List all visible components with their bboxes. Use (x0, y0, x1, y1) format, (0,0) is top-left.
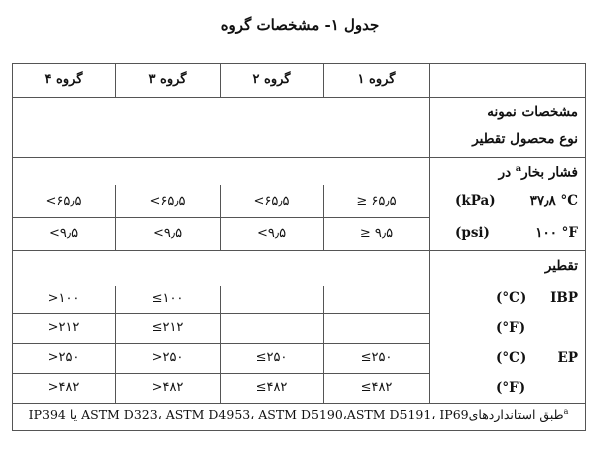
unit-f: (°F) (496, 320, 526, 336)
divider (115, 185, 116, 250)
unit-f: (°F) (496, 380, 526, 396)
cell: ≥ ۶۵٫۵ (356, 194, 397, 209)
psi-temp: ۱۰۰ °F (535, 225, 578, 241)
product-type-label: نوع محصول تقطیر (472, 131, 578, 147)
border (585, 63, 586, 431)
cell: >۴۸۲ (151, 380, 184, 395)
divider (429, 63, 430, 403)
kpa-unit: (kPa) (455, 193, 496, 209)
border (12, 430, 586, 431)
distillation-label: تقطیر (544, 258, 578, 274)
divider (220, 63, 221, 97)
psi-unit: (psi) (455, 225, 490, 241)
divider (12, 250, 586, 251)
header-group-2: گروه ۲ (252, 72, 291, 87)
divider (115, 286, 116, 403)
divider (12, 343, 430, 344)
unit-c: (°C) (496, 290, 527, 306)
cell: <۶۵٫۵ (149, 194, 186, 209)
divider (115, 63, 116, 97)
divider (12, 97, 586, 98)
kpa-temp: ۳۷٫۸ °C (529, 193, 578, 209)
divider (323, 286, 324, 403)
table-title: جدول ۱- مشخصات گروه (220, 16, 380, 34)
cell: >۲۵۰ (47, 350, 80, 365)
footnote: aطبق استانداردهایASTM D323، ASTM D4953، … (28, 407, 569, 423)
cell: >۲۱۲ (47, 320, 80, 335)
header-group-1: گروه ۱ (357, 72, 396, 87)
divider (12, 313, 430, 314)
cell: ≤۴۸۲ (255, 380, 288, 395)
border (12, 63, 586, 64)
cell: ≥ ۹٫۵ (359, 226, 394, 241)
divider (12, 157, 586, 158)
cell: ≤۱۰۰ (151, 291, 184, 306)
divider (323, 185, 324, 250)
divider (12, 373, 430, 374)
cell: <۹٫۵ (48, 226, 79, 241)
divider (220, 185, 221, 250)
cell: <۶۵٫۵ (45, 194, 82, 209)
cell: <۹٫۵ (256, 226, 287, 241)
border (12, 63, 13, 431)
divider (220, 286, 221, 403)
cell: <۶۵٫۵ (253, 194, 290, 209)
vapor-pressure-label: فشار بخارa در (498, 163, 578, 181)
cell: >۱۰۰ (47, 291, 80, 306)
ep-label: EP (557, 350, 578, 366)
divider (12, 217, 430, 218)
divider (12, 403, 586, 404)
cell: ≤۲۱۲ (151, 320, 184, 335)
cell: >۴۸۲ (47, 380, 80, 395)
header-group-3: گروه ۳ (148, 72, 187, 87)
cell: >۲۵۰ (151, 350, 184, 365)
cell: ≤۲۵۰ (255, 350, 288, 365)
cell: <۹٫۵ (152, 226, 183, 241)
cell: ≤۴۸۲ (360, 380, 393, 395)
sample-spec-label: مشخصات نمونه (487, 104, 578, 120)
cell: ≤۲۵۰ (360, 350, 393, 365)
divider (323, 63, 324, 97)
unit-c: (°C) (496, 350, 527, 366)
ibp-label: IBP (550, 290, 578, 306)
header-group-4: گروه ۴ (44, 72, 83, 87)
